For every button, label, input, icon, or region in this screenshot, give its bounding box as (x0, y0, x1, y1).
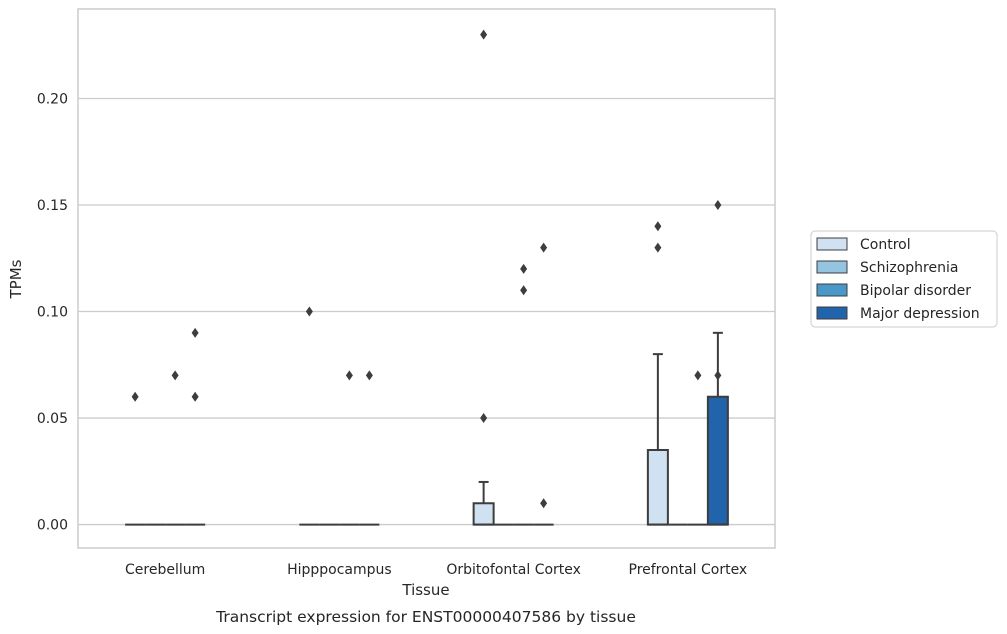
outlier-point (131, 391, 139, 402)
plot-area (77, 8, 776, 549)
legend-label: Bipolar disorder (860, 283, 971, 299)
legend-frame (810, 230, 998, 328)
legend-label: Major depression (860, 306, 980, 322)
legend-label: Schizophrenia (860, 260, 958, 276)
legend-swatch (816, 283, 848, 297)
box-control (472, 29, 495, 526)
legend-swatch (816, 260, 848, 274)
outlier-point (520, 285, 528, 296)
outlier-point (345, 370, 353, 381)
y-tick-label: 0.00 (37, 518, 68, 534)
outlier-point (654, 221, 662, 232)
outlier-point (540, 498, 548, 509)
box-bipolar-disorder (687, 370, 708, 526)
x-tick-labels: Cerebellum Hipppocampus Orbitofontal Corte… (125, 562, 747, 578)
outlier-point (191, 327, 199, 338)
y-axis-label: TPMs (7, 259, 25, 299)
box-bipolar-disorder (513, 263, 534, 526)
y-tick-label: 0.15 (37, 198, 68, 214)
box-major-depression (359, 370, 380, 526)
x-tick-label: Orbitofontal Cortex (446, 562, 581, 578)
legend: Control Schizophrenia Bipolar disorder Majo… (810, 230, 998, 328)
outlier-point (305, 306, 313, 317)
y-tick-labels: 0.00 0.05 0.10 0.15 0.20 (37, 91, 68, 533)
legend-swatch (816, 306, 848, 320)
outlier-point (694, 370, 702, 381)
outlier-point (191, 391, 199, 402)
outlier-point (714, 200, 722, 210)
outlier-point (714, 370, 722, 381)
box-major-depression (185, 327, 206, 526)
outlier-point (480, 29, 488, 40)
legend-label: Control (860, 237, 911, 253)
y-tick-label: 0.05 (37, 411, 68, 427)
x-axis-label: Tissue (401, 581, 449, 599)
x-tick-label: Cerebellum (125, 562, 205, 578)
box-bipolar-disorder (165, 370, 186, 526)
outlier-point (171, 370, 179, 381)
box-major-depression (533, 242, 554, 526)
box-bipolar-disorder (339, 370, 360, 526)
outlier-point (540, 242, 548, 253)
box-control (299, 306, 320, 526)
legend-entries: Control Schizophrenia Bipolar disorder Majo… (816, 237, 980, 322)
box-body (706, 395, 729, 526)
boxes (125, 29, 729, 526)
outlier-point (365, 370, 373, 381)
y-tick-label: 0.20 (37, 91, 68, 107)
box-control (646, 221, 669, 526)
x-tick-label: Hipppocampus (287, 562, 392, 578)
box-major-depression (706, 200, 729, 526)
box-body (472, 502, 495, 526)
outlier-point (480, 413, 488, 424)
box-body (646, 449, 669, 526)
y-tick-label: 0.10 (37, 305, 68, 321)
legend-swatch (816, 237, 848, 251)
x-tick-label: Prefrontal Cortex (629, 562, 748, 578)
outlier-point (520, 263, 528, 274)
outlier-point (654, 242, 662, 253)
box-control (125, 391, 146, 526)
chart-caption: Transcript expression for ENST0000040758… (215, 608, 636, 626)
